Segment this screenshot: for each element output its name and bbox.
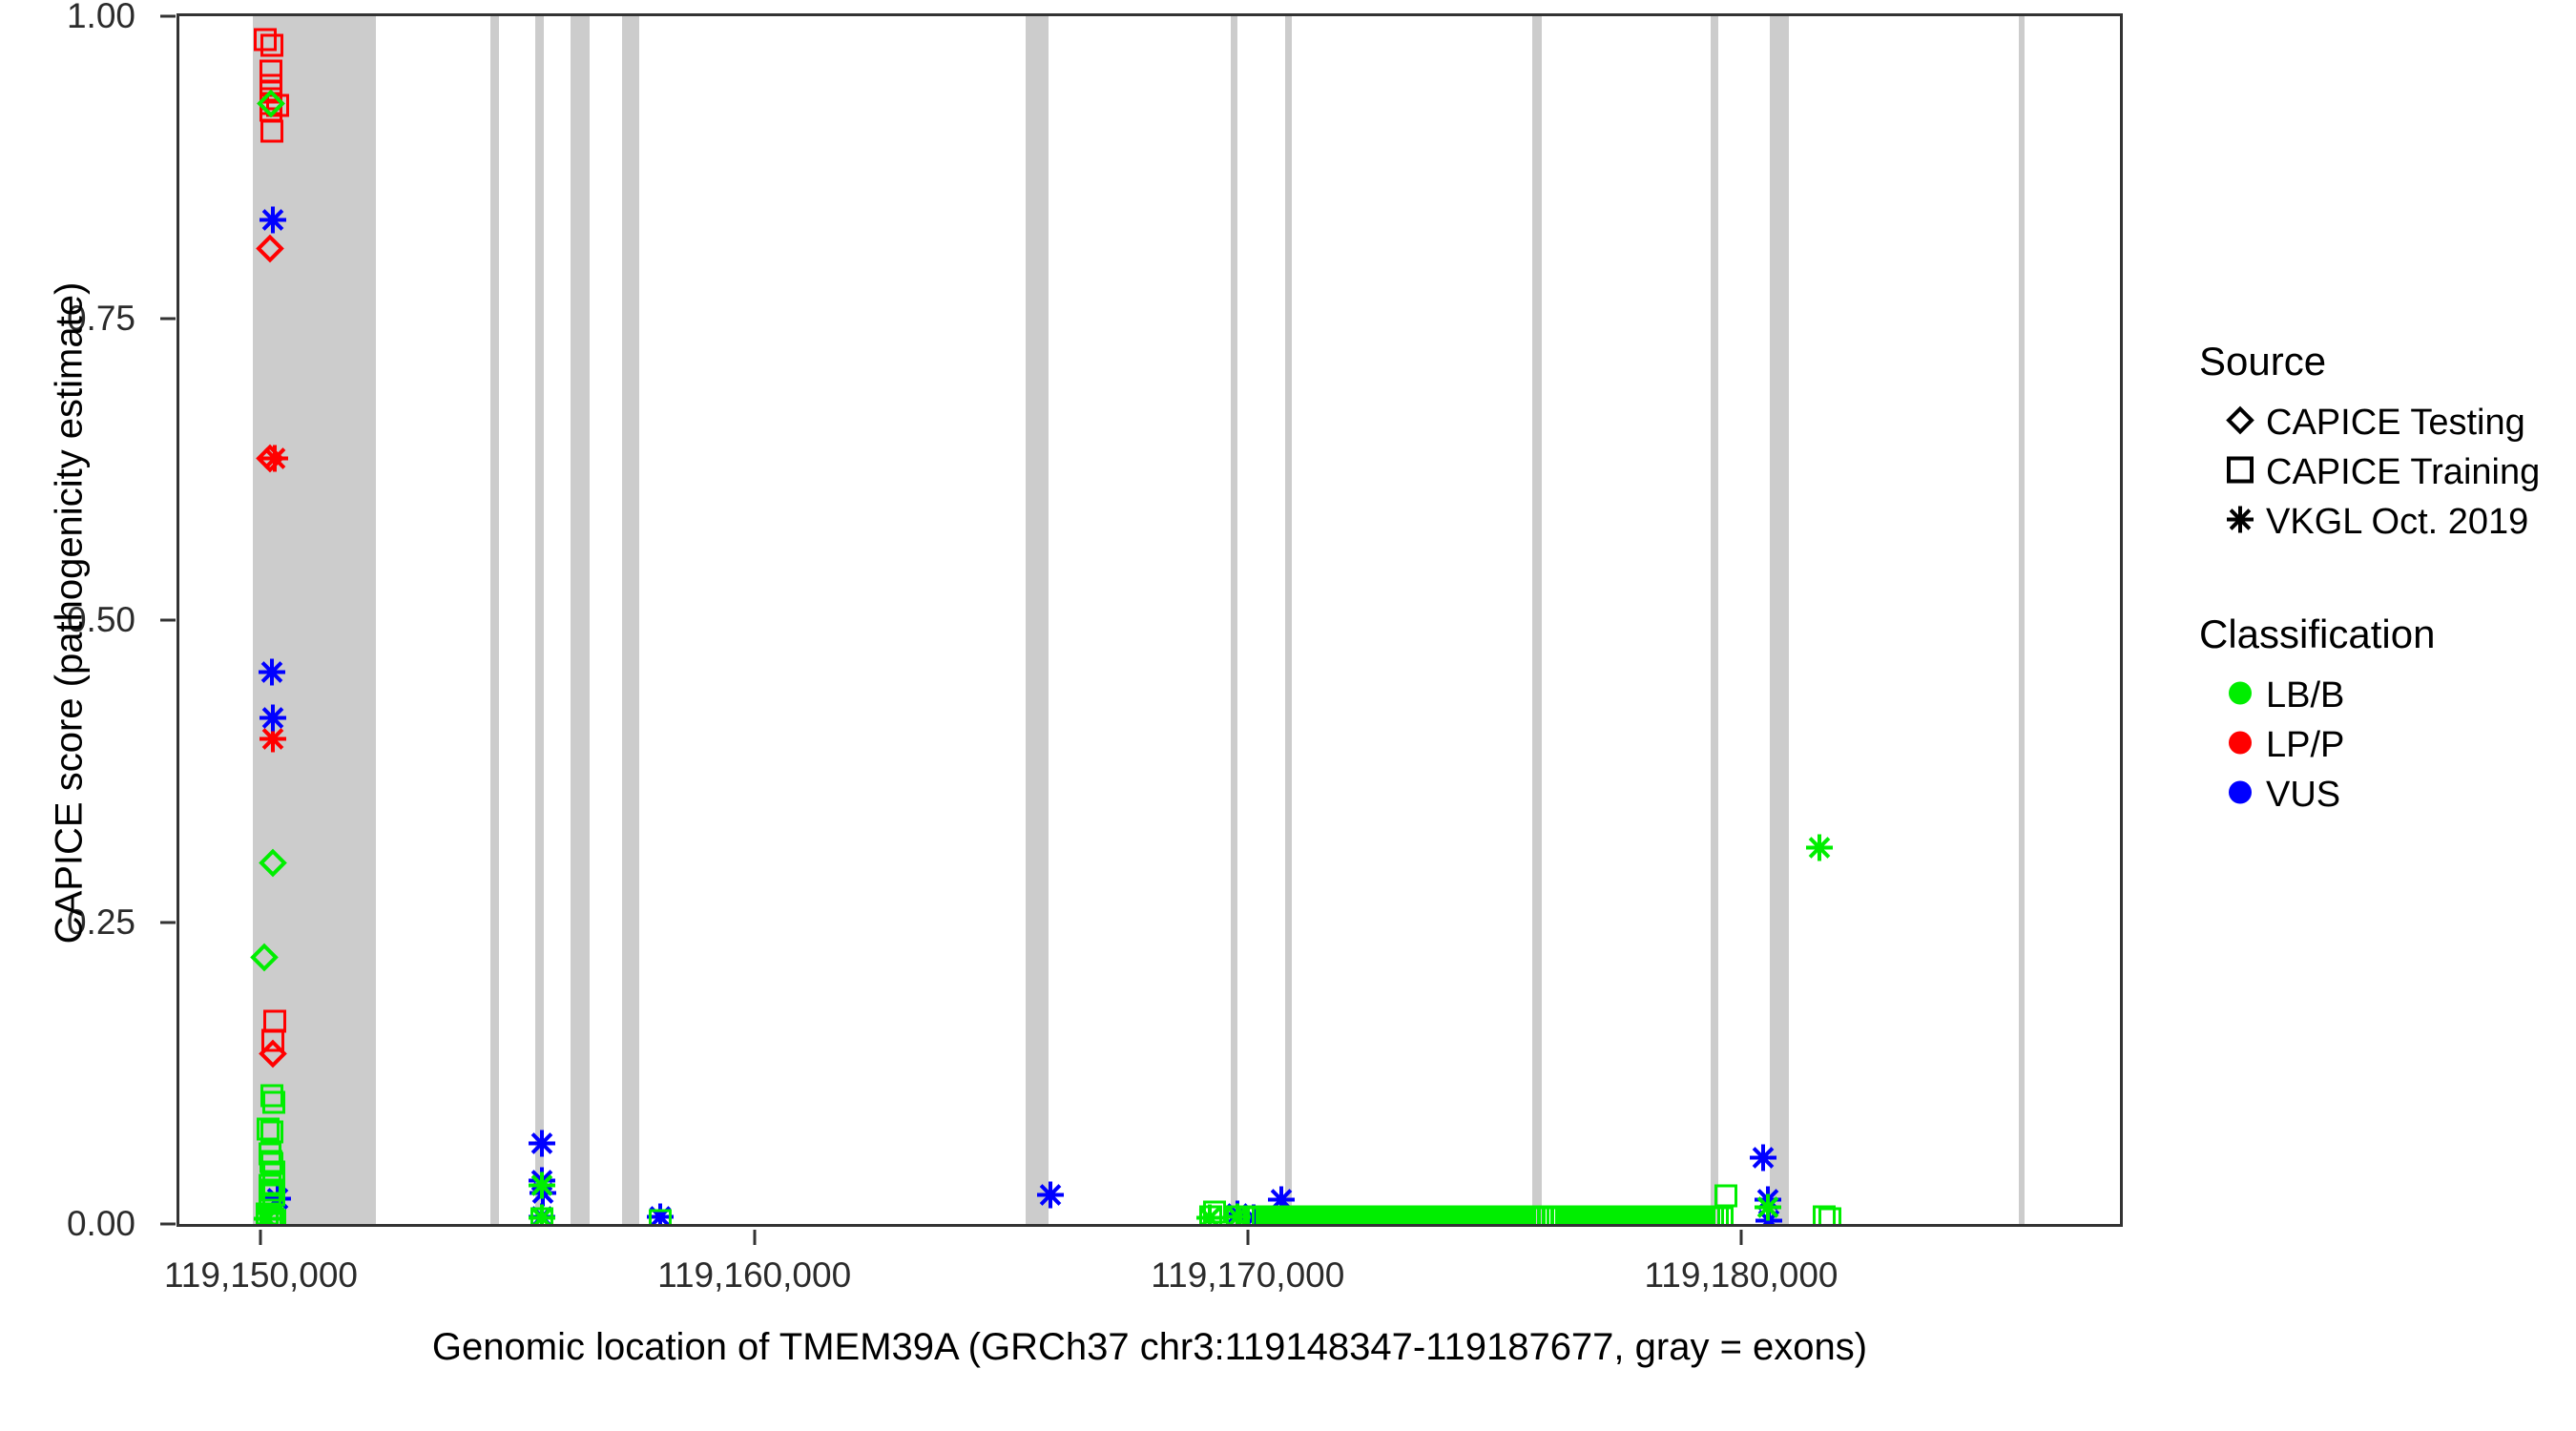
data-point (262, 1208, 287, 1224)
data-point (1202, 1199, 1227, 1224)
data-point (255, 1202, 280, 1224)
y-tick-mark (160, 921, 176, 923)
y-tick-label: 0.75 (66, 298, 135, 338)
legend-item-vkgl-oct-2019[interactable]: VKGL Oct. 2019 (2214, 497, 2571, 547)
exon-band (2018, 16, 2025, 1224)
data-point (648, 1208, 673, 1224)
exon-band (1284, 16, 1292, 1224)
data-point (261, 1160, 286, 1190)
data-point (260, 1178, 284, 1208)
exon-band (1025, 16, 1049, 1224)
data-point (530, 1207, 554, 1224)
data-point (1818, 1207, 1842, 1224)
legend-item-label: LB/B (2266, 674, 2345, 716)
data-points-layer (179, 16, 2120, 1224)
exon-band (490, 16, 500, 1224)
data-point (1754, 1192, 1782, 1224)
x-tick-mark (259, 1230, 262, 1245)
data-point (259, 704, 287, 737)
data-point (1710, 1206, 1735, 1224)
data-point (260, 1028, 285, 1058)
data-point (1749, 1143, 1777, 1176)
data-point (528, 1129, 556, 1162)
legend-item-label: CAPICE Testing (2266, 402, 2525, 443)
x-tick-mark (1246, 1230, 1250, 1245)
circle-icon (2214, 720, 2266, 770)
plot-panel (177, 13, 2123, 1227)
y-tick-mark (160, 1222, 176, 1226)
data-point (1036, 1181, 1065, 1214)
data-point (1805, 833, 1834, 866)
y-tick-label: 0.00 (66, 1204, 135, 1243)
exon-band (1710, 16, 1718, 1224)
data-point (260, 1120, 284, 1150)
y-axis: 0.00 0.25 0.50 0.75 1.00 (0, 0, 135, 1243)
exon-bands-layer (179, 16, 2120, 1224)
exon-band (571, 16, 591, 1224)
square-icon (2214, 447, 2266, 497)
data-point (260, 32, 284, 62)
x-tick-mark (1739, 1230, 1743, 1245)
legend-block-classification: Classification LB/B LP/P VUS (2199, 612, 2571, 819)
asterisk-icon (2214, 497, 2266, 547)
data-point (259, 206, 287, 239)
legend-item-label: VKGL Oct. 2019 (2266, 501, 2529, 542)
data-point (259, 1039, 287, 1073)
legend-title: Classification (2199, 612, 2436, 656)
y-tick-label: 1.00 (66, 0, 135, 35)
data-point (258, 657, 286, 691)
x-tick-label: 119,180,000 (1644, 1255, 1839, 1295)
data-point (256, 1116, 280, 1146)
data-point (1714, 1184, 1738, 1213)
data-point (1198, 1204, 1223, 1224)
data-point (250, 943, 280, 976)
legend-item-label: CAPICE Training (2266, 451, 2541, 492)
legend: Source CAPICE Testing CAPICE Training VKGL … (2199, 339, 2571, 819)
data-point (260, 444, 289, 477)
data-point (1812, 1204, 1837, 1224)
circle-icon (2214, 770, 2266, 819)
data-point (260, 1151, 284, 1181)
circle-icon (2214, 671, 2266, 720)
legend-item-label: VUS (2266, 774, 2341, 815)
legend-item-label: LP/P (2266, 724, 2345, 765)
y-axis-title: CAPICE score (pathogenicity estimate) (48, 281, 91, 944)
x-tick-mark (753, 1230, 757, 1245)
legend-item-capice-training[interactable]: CAPICE Training (2214, 447, 2571, 497)
legend-item-vus[interactable]: VUS (2214, 770, 2571, 819)
legend-item-capice-testing[interactable]: CAPICE Testing (2214, 398, 2571, 447)
data-point (260, 118, 284, 148)
y-tick-mark (160, 618, 176, 622)
legend-item-lb-b[interactable]: LB/B (2214, 671, 2571, 720)
data-point (528, 1172, 556, 1205)
data-point (257, 89, 285, 122)
exon-band (535, 16, 545, 1224)
x-tick-label: 119,170,000 (1151, 1255, 1345, 1295)
legend-title: Source (2199, 339, 2327, 384)
y-tick-mark (160, 14, 176, 18)
data-point (260, 1084, 284, 1113)
data-point (255, 234, 284, 267)
data-point (261, 1089, 286, 1119)
x-tick-label: 119,160,000 (657, 1255, 852, 1295)
exon-band (1532, 16, 1543, 1224)
exon-band (1769, 16, 1790, 1224)
x-axis-title: Genomic location of TMEM39A (GRCh37 chr3… (431, 1326, 1868, 1368)
exon-band (1231, 16, 1237, 1224)
data-point (259, 58, 283, 88)
y-tick-label: 0.25 (66, 902, 135, 942)
y-tick-label: 0.50 (66, 600, 135, 639)
exon-band (622, 16, 639, 1224)
y-tick-mark (160, 317, 176, 320)
data-point (259, 848, 287, 881)
x-tick-label: 119,150,000 (163, 1255, 358, 1295)
data-point (253, 27, 278, 56)
diamond-icon (2214, 398, 2266, 447)
legend-item-lp-p[interactable]: LP/P (2214, 720, 2571, 770)
legend-block-source: Source CAPICE Testing CAPICE Training VKGL … (2199, 339, 2571, 547)
